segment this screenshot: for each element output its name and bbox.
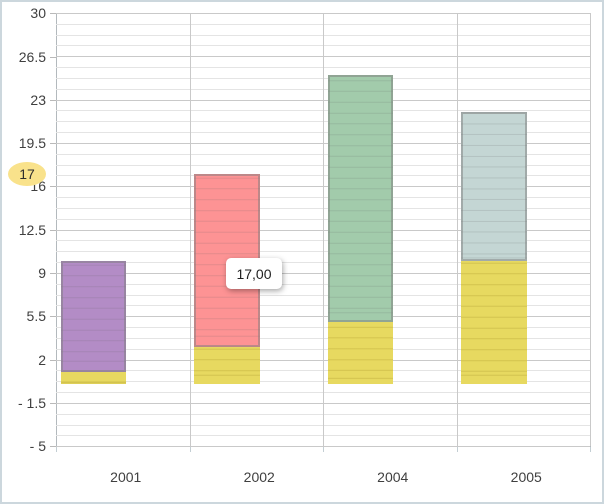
y-axis-tick xyxy=(50,359,56,361)
gridline-vertical xyxy=(323,13,324,447)
x-axis-tick xyxy=(590,447,591,452)
x-axis-label: 2005 xyxy=(510,469,542,485)
plot-area xyxy=(56,13,591,448)
bar-segment-upper[interactable] xyxy=(327,74,393,323)
bar-segment-upper[interactable] xyxy=(461,112,527,261)
y-axis-label: 26.5 xyxy=(18,48,46,65)
y-axis-tick xyxy=(50,186,56,188)
value-tooltip: 17,00 xyxy=(226,258,282,289)
bar-segment-upper[interactable] xyxy=(60,260,126,372)
x-axis-tick xyxy=(456,447,458,452)
y-axis-tick xyxy=(50,316,56,318)
y-axis-label: 5.5 xyxy=(26,308,46,325)
y-axis-label: 12.5 xyxy=(18,221,46,238)
y-axis-label: - 5 xyxy=(29,438,46,455)
y-axis-tick xyxy=(50,273,56,275)
y-axis-tick xyxy=(50,143,56,145)
y-axis-label: 19.5 xyxy=(18,135,46,152)
gridline-vertical xyxy=(590,13,591,447)
gridline-vertical xyxy=(456,13,458,447)
y-axis-tick xyxy=(50,56,56,58)
y-axis-label: - 1.5 xyxy=(17,395,46,412)
y-axis-cursor-value: 17 xyxy=(19,166,35,183)
y-axis-tick xyxy=(50,99,56,101)
bar-segment-base[interactable] xyxy=(461,260,527,385)
x-axis-tick xyxy=(323,447,324,452)
x-axis-label: 2004 xyxy=(377,469,409,485)
gridline-major-h xyxy=(56,446,590,448)
x-axis-label: 2001 xyxy=(110,469,142,485)
bar-segment-base[interactable] xyxy=(327,322,393,385)
bar-segment-base[interactable] xyxy=(60,371,126,385)
value-tooltip-text: 17,00 xyxy=(236,265,272,282)
y-axis-label: 30 xyxy=(30,5,46,22)
y-axis-label: 2 xyxy=(38,351,46,368)
x-axis-label: 2002 xyxy=(243,469,275,485)
y-axis-tick xyxy=(50,229,56,231)
bar-segment-base[interactable] xyxy=(194,347,260,385)
x-axis-tick xyxy=(56,447,57,452)
y-axis-label: 23 xyxy=(30,91,46,108)
y-axis-tick xyxy=(50,403,56,405)
y-axis-cursor-highlight: 17 xyxy=(8,162,46,187)
y-axis-label: 9 xyxy=(38,265,46,282)
gridline-vertical xyxy=(189,13,191,447)
x-axis-tick xyxy=(189,447,191,452)
y-axis-tick xyxy=(50,446,56,448)
y-axis-tick xyxy=(50,13,56,15)
